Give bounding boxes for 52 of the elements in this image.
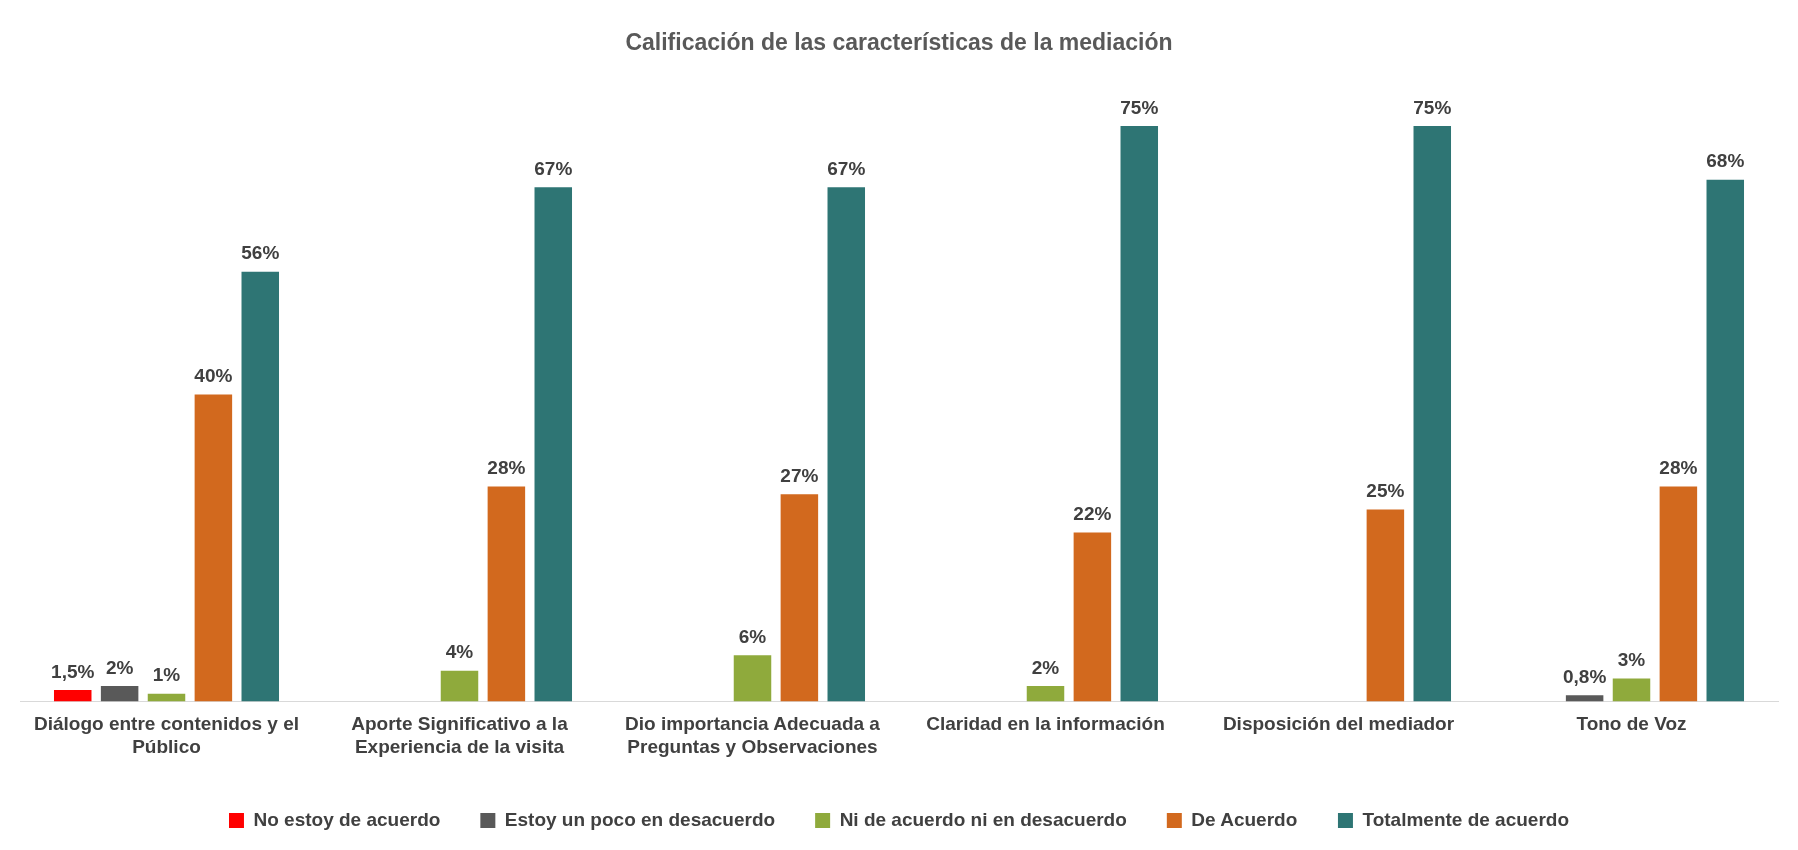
x-tick-label: Tono de Voz — [1576, 713, 1687, 735]
legend-label: Ni de acuerdo ni en desacuerdo — [839, 808, 1127, 830]
data-label: 67% — [827, 158, 866, 180]
data-label: 2% — [1031, 656, 1060, 678]
bar — [53, 689, 92, 702]
data-label: 56% — [241, 242, 280, 264]
legend-label: No estoy de acuerdo — [253, 808, 441, 830]
x-tick-label: Aporte Significativo a la Experiencia de la visita — [351, 713, 569, 757]
chart-title: Calificación de las características de la mediación — [625, 29, 1173, 56]
data-label: 40% — [194, 365, 233, 387]
x-tick-label: Disposición del mediador — [1222, 713, 1455, 735]
data-label: 22% — [1073, 503, 1112, 525]
data-label: 2% — [105, 656, 134, 678]
bar — [100, 686, 139, 702]
bar — [194, 394, 233, 702]
legend-label: De Acuerdo — [1191, 808, 1298, 830]
bar — [1073, 532, 1112, 702]
data-label: 75% — [1120, 96, 1159, 118]
bar — [534, 187, 573, 702]
data-label: 28% — [487, 457, 526, 479]
bar — [1612, 678, 1651, 702]
data-label: 75% — [1413, 96, 1452, 118]
bar — [147, 693, 186, 702]
bar — [1413, 125, 1452, 702]
x-tick-label: Diálogo entre contenidos y el Público — [34, 713, 299, 757]
data-label: 4% — [445, 641, 474, 663]
data-label: 68% — [1706, 150, 1745, 172]
bar — [780, 494, 819, 702]
bar — [1565, 695, 1604, 702]
data-label: 1,5% — [51, 660, 95, 682]
bar — [1026, 686, 1065, 702]
x-tick-label: Dio importancia Adecuada a Preguntas y Observaciones — [625, 713, 881, 757]
bar — [827, 187, 866, 702]
legend-label: Estoy un poco en desacuerdo — [504, 808, 776, 830]
bar — [1120, 125, 1159, 702]
bar — [1706, 179, 1745, 702]
x-tick-label: Claridad en la información — [926, 713, 1165, 735]
data-label: 28% — [1659, 457, 1698, 479]
bar — [1659, 486, 1698, 702]
data-label: 6% — [738, 626, 767, 648]
bar — [241, 271, 280, 702]
bar — [440, 670, 479, 702]
data-label: 67% — [534, 158, 573, 180]
bar — [487, 486, 526, 702]
data-label: 25% — [1366, 480, 1405, 502]
data-label: 1% — [152, 664, 181, 686]
data-label: 3% — [1617, 649, 1646, 671]
bar — [1366, 509, 1405, 702]
data-label: 0,8% — [1562, 666, 1607, 687]
legend-label: Totalmente de acuerdo — [1362, 808, 1570, 830]
data-label: 27% — [780, 464, 819, 486]
bar — [733, 655, 772, 702]
